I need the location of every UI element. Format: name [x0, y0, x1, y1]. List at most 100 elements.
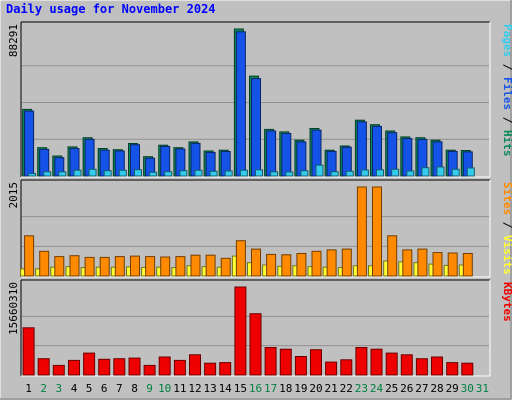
bar-sites-day-21 [326, 249, 337, 277]
bar-kbytes-day-3 [52, 364, 65, 376]
x-tick-label: 7 [116, 382, 123, 395]
bar-pages-day-26 [406, 170, 415, 177]
bar-kbytes-day-30 [461, 362, 474, 376]
legend-sites: Sites [501, 182, 512, 215]
legend-visits-sites: Sites / Visits [501, 182, 512, 275]
bar-pages-day-29 [451, 168, 460, 177]
bar-pages-day-21 [330, 171, 339, 177]
legend-pages: Pages [501, 24, 512, 57]
bar-sites-day-6 [99, 256, 110, 277]
bar-sites-day-19 [296, 253, 307, 277]
x-tick-label: 13 [203, 382, 216, 395]
bar-kbytes-day-26 [400, 354, 413, 376]
bar-pages-day-23 [360, 169, 369, 177]
bar-pages-day-17 [270, 171, 279, 177]
x-tick-label: 5 [86, 382, 93, 395]
bar-pages-day-8 [134, 169, 142, 177]
bar-pages-day-30 [466, 167, 475, 177]
bar-kbytes-day-4 [68, 359, 80, 376]
bar-kbytes-day-22 [340, 359, 353, 376]
bar-pages-day-15 [239, 169, 248, 177]
bar-sites-day-23 [356, 186, 367, 277]
bar-kbytes-day-6 [98, 358, 111, 376]
x-tick-label: 17 [264, 382, 277, 395]
bar-kbytes-day-8 [128, 357, 141, 376]
bar-sites-day-15 [235, 240, 246, 277]
bar-files-day-1 [24, 110, 35, 177]
bar-kbytes-day-21 [325, 361, 338, 376]
x-tick-label: 1 [25, 382, 32, 395]
bar-sites-day-27 [417, 248, 428, 277]
x-tick-label: 16 [249, 382, 262, 395]
legend-kbytes: KBytes [501, 282, 512, 322]
bar-kbytes-day-24 [370, 348, 383, 376]
bar-pages-day-1 [28, 173, 37, 177]
x-tick-label: 28 [430, 382, 443, 395]
bar-kbytes-day-20 [310, 349, 322, 376]
bar-sites-day-2 [39, 250, 50, 277]
legend-visits: Visits [501, 235, 512, 275]
bar-kbytes-day-9 [143, 364, 156, 376]
bar-files-day-24 [372, 125, 382, 177]
bar-pages-day-19 [300, 170, 309, 177]
x-tick-label: 14 [219, 382, 233, 395]
bar-sites-day-11 [175, 256, 186, 277]
x-tick-label: 10 [158, 382, 171, 395]
bar-kbytes-day-29 [446, 362, 459, 376]
bar-sites-day-25 [387, 235, 398, 277]
bar-files-day-18 [281, 133, 292, 177]
bar-sites-day-7 [114, 256, 125, 277]
x-tick-label: 18 [279, 382, 292, 395]
x-tick-label: 6 [101, 382, 108, 395]
bar-files-day-26 [402, 138, 413, 177]
bar-kbytes-day-13 [204, 362, 217, 376]
x-tick-label: 12 [188, 382, 201, 395]
bar-sites-day-16 [251, 248, 261, 277]
bar-pages-day-28 [436, 166, 445, 177]
legend-hits: Hits [501, 130, 512, 157]
y-axis-max-label: 15660310 [7, 282, 20, 335]
bar-pages-day-3 [58, 171, 67, 177]
bar-sites-day-4 [69, 255, 80, 277]
x-tick-label: 9 [146, 382, 153, 395]
bar-kbytes-day-11 [173, 359, 186, 376]
bar-sites-day-1 [24, 235, 35, 277]
bar-kbytes-day-7 [113, 358, 126, 376]
bar-sites-day-3 [54, 256, 65, 277]
bar-sites-day-9 [145, 256, 156, 277]
x-tick-label: 22 [340, 382, 353, 395]
x-tick-label: 29 [446, 382, 459, 395]
x-tick-label: 24 [370, 382, 384, 395]
bar-pages-day-10 [164, 171, 173, 177]
y-axis-max-label: 2015 [7, 182, 20, 209]
x-tick-label: 4 [71, 382, 78, 395]
bar-sites-day-26 [402, 249, 413, 277]
bar-sites-day-24 [372, 186, 382, 277]
bar-pages-day-2 [43, 171, 52, 177]
bar-kbytes-day-12 [189, 354, 201, 376]
bar-pages-day-11 [179, 170, 188, 177]
x-tick-label: 11 [173, 382, 186, 395]
x-tick-label: 30 [461, 382, 474, 395]
bar-kbytes-day-1 [22, 327, 35, 376]
bar-files-day-16 [251, 78, 261, 177]
bar-pages-day-18 [285, 171, 294, 177]
bar-kbytes-day-27 [415, 358, 428, 376]
bar-pages-day-13 [209, 170, 218, 177]
x-tick-label: 8 [131, 382, 138, 395]
legend-hits-files-pages: Pages / Files / Hits [501, 24, 512, 157]
bar-sites-day-20 [311, 250, 322, 277]
chart-title: Daily usage for November 2024 [6, 2, 216, 16]
bar-pages-day-12 [194, 169, 203, 177]
bar-pages-day-6 [103, 170, 112, 177]
x-tick-label: 23 [355, 382, 368, 395]
bar-pages-day-7 [118, 169, 127, 177]
bar-kbytes-day-16 [249, 313, 262, 376]
bar-sites-day-18 [281, 254, 292, 277]
bar-kbytes-day-23 [355, 347, 368, 376]
x-tick-label: 26 [400, 382, 413, 395]
bar-kbytes-day-18 [279, 348, 292, 376]
bar-pages-day-20 [315, 164, 324, 177]
y-axis-max-label: 88291 [7, 24, 20, 57]
